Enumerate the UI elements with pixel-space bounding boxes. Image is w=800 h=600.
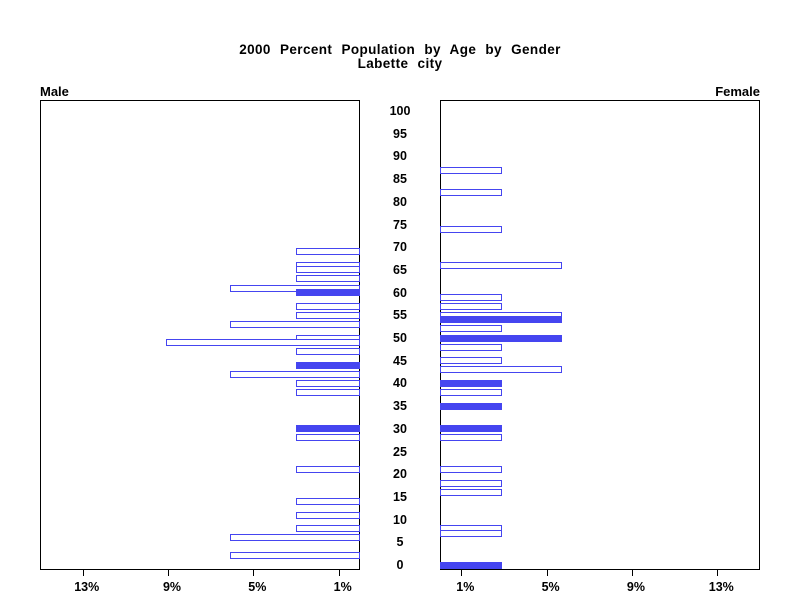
male-tick-label-9: 9%: [162, 580, 182, 594]
male-bar-age-60: [296, 289, 360, 297]
female-bar-age-52: [440, 325, 502, 333]
male-bar-age-28: [296, 434, 360, 442]
age-tick-label-95: 95: [393, 126, 407, 141]
male-bar-age-40: [296, 379, 360, 387]
male-bar-age-38: [296, 388, 360, 396]
age-tick-label-100: 100: [389, 103, 411, 118]
chart-subtitle: Labette city: [357, 56, 443, 71]
male-tick-5: [253, 570, 255, 576]
male-bar-age-55: [296, 311, 360, 319]
female-tick-label-5: 5%: [541, 580, 560, 594]
male-bar-age-57: [296, 302, 360, 310]
female-bar-age-35: [440, 402, 502, 410]
age-tick-label-55: 55: [393, 308, 407, 323]
male-bar-age-21: [296, 466, 360, 474]
female-bar-age-50: [440, 334, 562, 342]
female-bar-age-59: [440, 293, 502, 301]
female-bar-age-28: [440, 434, 502, 442]
male-bar-age-42: [229, 370, 360, 378]
male-bar-age-63: [296, 275, 360, 283]
age-tick-label-90: 90: [393, 149, 407, 164]
male-bar-age-53: [229, 320, 360, 328]
female-tick-5: [546, 570, 548, 576]
female-bar-age-21: [440, 466, 502, 474]
male-bar-age-44: [296, 361, 360, 369]
male-bar-age-11: [296, 511, 360, 519]
female-bar-age-18: [440, 479, 502, 487]
female-bar-age-57: [440, 302, 502, 310]
female-bar-age-66: [440, 261, 562, 269]
age-tick-label-75: 75: [393, 217, 407, 232]
male-tick-label-5: 5%: [248, 580, 267, 594]
age-tick-label-10: 10: [393, 512, 407, 527]
age-tick-label-40: 40: [393, 376, 407, 391]
female-bar-age-82: [440, 189, 502, 197]
male-bar-age-65: [296, 266, 360, 274]
male-bar-age-6: [229, 534, 360, 542]
female-tick-label-1: 1%: [456, 580, 475, 594]
age-tick-label-20: 20: [393, 466, 407, 481]
age-tick-label-15: 15: [393, 489, 407, 504]
female-bar-age-16: [440, 488, 502, 496]
male-bar-age-47: [296, 348, 360, 356]
age-tick-label-30: 30: [393, 421, 407, 436]
female-bar-age-30: [440, 425, 502, 433]
female-bar-age-40: [440, 379, 502, 387]
male-tick-label-1: 1%: [333, 580, 352, 594]
female-tick-label-9: 9%: [626, 580, 646, 594]
age-tick-label-70: 70: [393, 239, 407, 254]
male-tick-9: [168, 570, 170, 576]
female-tick-label-13: 13%: [708, 580, 734, 594]
age-tick-label-35: 35: [393, 398, 407, 413]
male-tick-label-13: 13%: [74, 580, 100, 594]
male-tick-13: [82, 570, 84, 576]
female-bar-age-74: [440, 225, 502, 233]
female-bar-age-54: [440, 316, 562, 324]
age-tick-label-45: 45: [393, 353, 407, 368]
male-bar-age-2: [229, 552, 360, 560]
male-bar-age-69: [296, 248, 360, 256]
female-bar-age-43: [440, 366, 562, 374]
female-tick-1: [461, 570, 463, 576]
female-bar-age-7: [440, 529, 502, 537]
age-tick-label-0: 0: [396, 557, 404, 572]
female-bar-age-38: [440, 388, 502, 396]
age-tick-label-65: 65: [393, 262, 407, 277]
female-panel-label: Female: [715, 84, 760, 99]
female-bar-age-87: [440, 166, 502, 174]
female-bar-age-48: [440, 343, 502, 351]
age-tick-label-60: 60: [393, 285, 407, 300]
male-tick-1: [338, 570, 340, 576]
age-tick-label-50: 50: [393, 330, 407, 345]
age-tick-label-85: 85: [393, 171, 407, 186]
male-bar-age-30: [296, 425, 360, 433]
age-tick-label-25: 25: [393, 444, 407, 459]
female-tick-9: [631, 570, 633, 576]
male-bar-age-14: [296, 497, 360, 505]
male-bar-age-61: [229, 284, 360, 292]
female-bar-age-0: [440, 561, 502, 569]
female-bar-age-45: [440, 357, 502, 365]
age-tick-label-5: 5: [396, 535, 404, 550]
male-panel-label: Male: [40, 84, 69, 99]
male-bar-age-49: [165, 339, 360, 347]
female-tick-13: [717, 570, 719, 576]
age-tick-label-80: 80: [393, 194, 407, 209]
male-bar-age-8: [296, 525, 360, 533]
chart-title: 2000 Percent Population by Age by Gender: [239, 42, 561, 57]
